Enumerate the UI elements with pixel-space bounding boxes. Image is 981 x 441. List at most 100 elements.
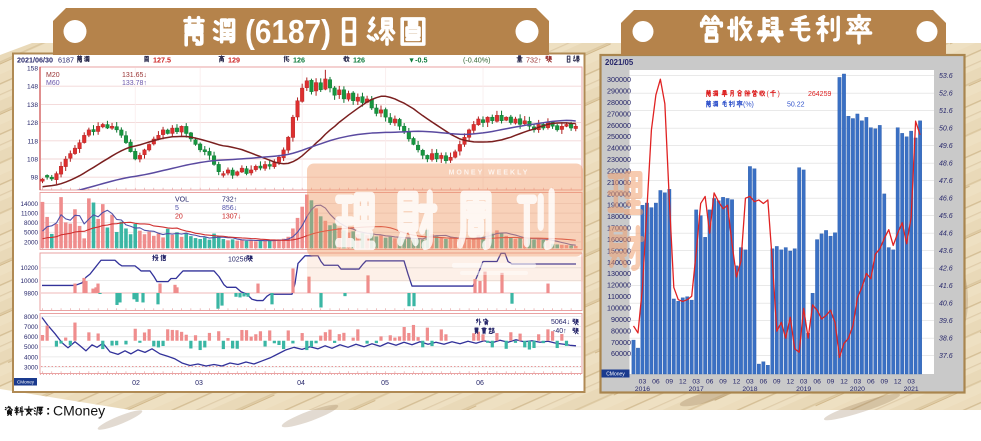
svg-text:131.65↓: 131.65↓ xyxy=(122,72,147,79)
svg-text:732↑: 732↑ xyxy=(526,56,542,65)
svg-text:06: 06 xyxy=(760,379,768,386)
svg-text:126: 126 xyxy=(293,56,305,65)
svg-text:128: 128 xyxy=(27,120,38,127)
svg-text:(6187): (6187) xyxy=(245,13,331,50)
svg-text:6187: 6187 xyxy=(58,56,74,65)
svg-text:110000: 110000 xyxy=(608,292,631,301)
svg-text:39.6: 39.6 xyxy=(939,318,953,325)
svg-text:2021/05: 2021/05 xyxy=(605,58,634,67)
svg-text:270000: 270000 xyxy=(607,109,631,118)
svg-text:06: 06 xyxy=(813,379,821,386)
svg-text:38.6: 38.6 xyxy=(939,336,953,343)
svg-text:03: 03 xyxy=(692,379,700,386)
svg-text:09: 09 xyxy=(880,379,888,386)
svg-text:250000: 250000 xyxy=(607,132,631,141)
svg-text:2017: 2017 xyxy=(689,386,704,393)
svg-text:158: 158 xyxy=(27,66,38,73)
svg-text:300000: 300000 xyxy=(607,75,631,84)
svg-text:120000: 120000 xyxy=(607,281,631,290)
svg-text:6000: 6000 xyxy=(24,334,39,341)
svg-text:220000: 220000 xyxy=(607,166,631,175)
svg-text:12: 12 xyxy=(786,379,794,386)
svg-text:7000: 7000 xyxy=(24,324,39,331)
svg-text:280000: 280000 xyxy=(607,98,631,107)
svg-text:260000: 260000 xyxy=(607,121,631,130)
svg-text:108: 108 xyxy=(27,157,38,164)
svg-text:03: 03 xyxy=(195,380,203,387)
svg-text:45.6: 45.6 xyxy=(939,213,953,220)
svg-text:2020: 2020 xyxy=(850,386,865,393)
svg-text:14000: 14000 xyxy=(20,201,38,208)
svg-text:06: 06 xyxy=(706,379,714,386)
svg-text:2018: 2018 xyxy=(742,386,757,393)
svg-text:04: 04 xyxy=(297,380,305,387)
svg-text:4000: 4000 xyxy=(24,354,39,361)
svg-text:856↓: 856↓ xyxy=(222,205,237,212)
svg-text:(: ( xyxy=(767,91,770,98)
svg-text:12: 12 xyxy=(840,379,848,386)
svg-text:09: 09 xyxy=(666,379,674,386)
svg-text:M20: M20 xyxy=(46,72,60,79)
svg-text:190000: 190000 xyxy=(607,201,631,210)
svg-text:129: 129 xyxy=(228,56,240,65)
svg-text:9800: 9800 xyxy=(24,290,39,297)
svg-text:10256: 10256 xyxy=(228,257,248,264)
svg-text:44.6: 44.6 xyxy=(939,231,953,238)
svg-text:118: 118 xyxy=(27,138,38,145)
svg-text:2000: 2000 xyxy=(24,239,39,246)
svg-text:290000: 290000 xyxy=(607,87,631,96)
svg-text:CMoney: CMoney xyxy=(17,380,35,385)
svg-text:210000: 210000 xyxy=(607,178,631,187)
svg-text:8000: 8000 xyxy=(24,220,39,227)
svg-text:02: 02 xyxy=(132,380,140,387)
svg-text:43.6: 43.6 xyxy=(939,248,953,255)
svg-text:09: 09 xyxy=(719,379,727,386)
svg-text:180000: 180000 xyxy=(607,212,631,221)
svg-text:150000: 150000 xyxy=(607,246,631,255)
svg-text:3000: 3000 xyxy=(24,364,39,371)
svg-text:20: 20 xyxy=(175,214,183,221)
svg-text:CMoney: CMoney xyxy=(53,403,105,419)
svg-text:(-0.40%): (-0.40%) xyxy=(463,56,491,65)
svg-text:133.78↑: 133.78↑ xyxy=(122,80,147,87)
svg-text:2019: 2019 xyxy=(796,386,811,393)
svg-text:148: 148 xyxy=(27,84,38,91)
svg-text:03: 03 xyxy=(854,379,862,386)
svg-text:10200: 10200 xyxy=(20,265,38,272)
svg-text:06: 06 xyxy=(867,379,875,386)
svg-text:-40↑: -40↑ xyxy=(553,328,567,335)
svg-text:126: 126 xyxy=(353,56,365,65)
svg-text:CMoney: CMoney xyxy=(606,372,625,378)
svg-text:52.6: 52.6 xyxy=(939,91,953,98)
svg-text:03: 03 xyxy=(639,379,647,386)
svg-text:06: 06 xyxy=(476,380,484,387)
svg-text:03: 03 xyxy=(907,379,915,386)
svg-text:42.6: 42.6 xyxy=(939,266,953,273)
svg-text:47.6: 47.6 xyxy=(939,178,953,185)
svg-text:98: 98 xyxy=(31,175,39,182)
svg-text:46.6: 46.6 xyxy=(939,196,953,203)
svg-text:09: 09 xyxy=(773,379,781,386)
svg-text:05: 05 xyxy=(381,380,389,387)
svg-text:5: 5 xyxy=(175,205,179,212)
svg-text:MONEY WEEKLY: MONEY WEEKLY xyxy=(449,170,530,177)
svg-text:40.6: 40.6 xyxy=(939,301,953,308)
svg-text:2021: 2021 xyxy=(904,386,919,393)
svg-text:VOL: VOL xyxy=(175,197,189,204)
svg-text:50.6: 50.6 xyxy=(939,126,953,133)
svg-text:48.6: 48.6 xyxy=(939,161,953,168)
svg-text:03: 03 xyxy=(746,379,754,386)
svg-text:5000: 5000 xyxy=(24,344,39,351)
svg-text:2021/06/30: 2021/06/30 xyxy=(17,56,53,65)
svg-text:100000: 100000 xyxy=(607,304,631,313)
svg-text:49.6: 49.6 xyxy=(939,143,953,150)
svg-text:230000: 230000 xyxy=(607,155,631,164)
svg-text:70000: 70000 xyxy=(611,338,631,347)
svg-text:41.6: 41.6 xyxy=(939,283,953,290)
svg-text:12: 12 xyxy=(733,379,741,386)
svg-text:2016: 2016 xyxy=(635,386,650,393)
svg-text:12: 12 xyxy=(679,379,687,386)
svg-text:5000: 5000 xyxy=(24,230,39,237)
svg-text:130000: 130000 xyxy=(607,269,631,278)
svg-text:(%): (%) xyxy=(743,102,754,109)
